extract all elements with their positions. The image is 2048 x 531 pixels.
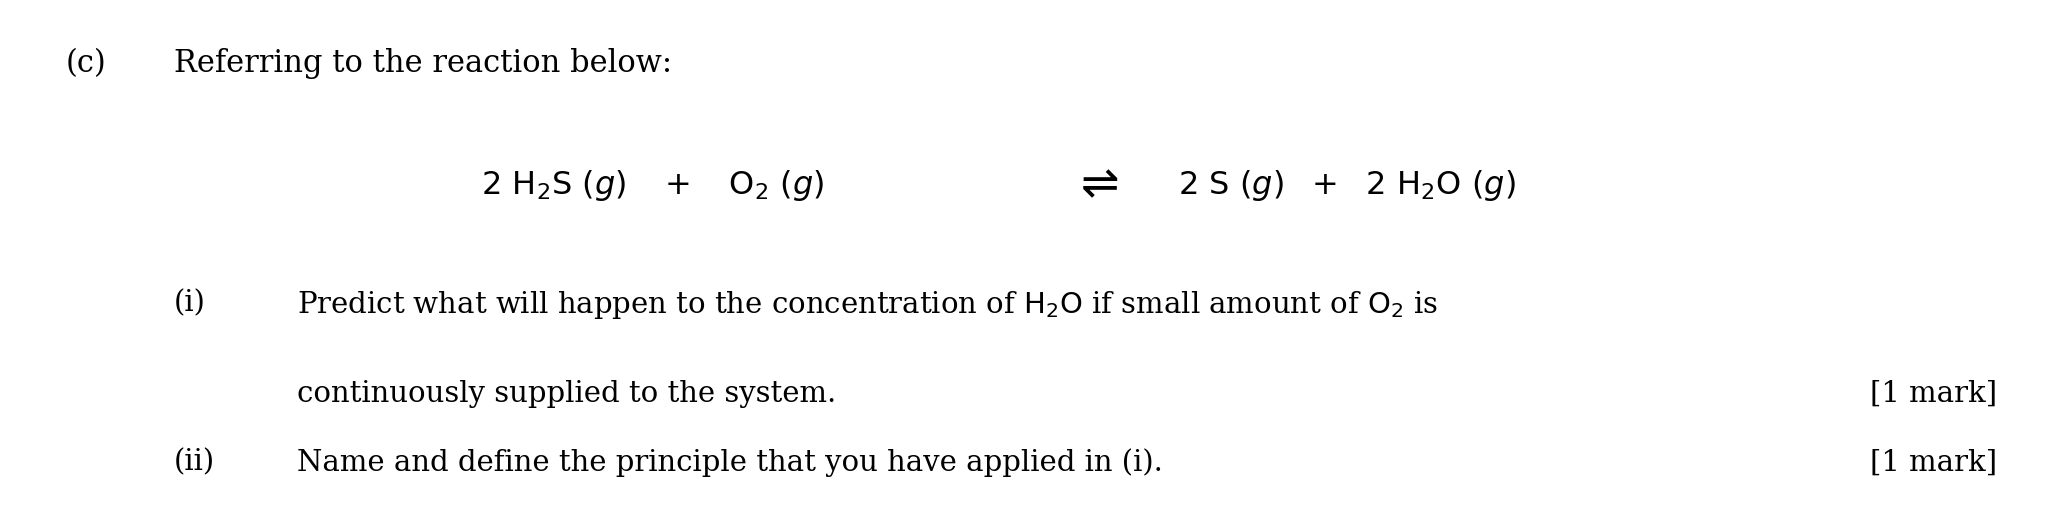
Text: $\rightleftharpoons$: $\rightleftharpoons$ — [1071, 164, 1120, 208]
Text: Predict what will happen to the concentration of $\mathrm{H_2O}$ if small amount: Predict what will happen to the concentr… — [297, 289, 1438, 321]
Text: (c): (c) — [66, 48, 106, 79]
Text: Name and define the principle that you have applied in (i).: Name and define the principle that you h… — [297, 449, 1163, 477]
Text: [1 mark]: [1 mark] — [1870, 380, 1997, 408]
Text: Referring to the reaction below:: Referring to the reaction below: — [174, 48, 672, 79]
Text: (ii): (ii) — [174, 449, 215, 477]
Text: continuously supplied to the system.: continuously supplied to the system. — [297, 380, 836, 408]
Text: [1 mark]: [1 mark] — [1870, 449, 1997, 477]
Text: $2\ \mathrm{S}\ (g)\ \ +\ \ 2\ \mathrm{H_2O}\ (g)$: $2\ \mathrm{S}\ (g)\ \ +\ \ 2\ \mathrm{H… — [1178, 168, 1516, 203]
Text: $2\ \mathrm{H_2S}\ (g)\ \ \ +\ \ \ \mathrm{O_2}\ (g)$: $2\ \mathrm{H_2S}\ (g)\ \ \ +\ \ \ \math… — [481, 168, 825, 203]
Text: (i): (i) — [174, 289, 207, 318]
